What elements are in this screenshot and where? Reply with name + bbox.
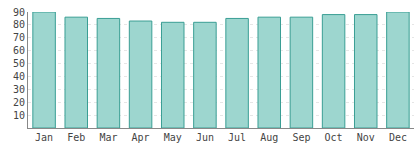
svg-text:80: 80 <box>13 19 25 30</box>
svg-text:50: 50 <box>13 58 25 69</box>
svg-text:20: 20 <box>13 97 25 108</box>
svg-text:Sep: Sep <box>292 132 310 143</box>
svg-text:Nov: Nov <box>357 132 375 143</box>
svg-text:70: 70 <box>13 32 25 43</box>
svg-text:Dec: Dec <box>389 132 407 143</box>
svg-text:Jan: Jan <box>35 132 53 143</box>
svg-text:10: 10 <box>13 110 25 121</box>
svg-text:30: 30 <box>13 84 25 95</box>
svg-text:60: 60 <box>13 45 25 56</box>
svg-text:May: May <box>164 132 182 143</box>
svg-text:Aug: Aug <box>260 132 278 143</box>
svg-text:Apr: Apr <box>132 132 150 143</box>
svg-text:Feb: Feb <box>67 132 85 143</box>
svg-text:Mar: Mar <box>99 132 117 143</box>
svg-text:Jul: Jul <box>228 132 246 143</box>
svg-text:Oct: Oct <box>325 132 343 143</box>
svg-text:Jun: Jun <box>196 132 214 143</box>
svg-text:40: 40 <box>13 71 25 82</box>
svg-text:90: 90 <box>13 7 25 18</box>
